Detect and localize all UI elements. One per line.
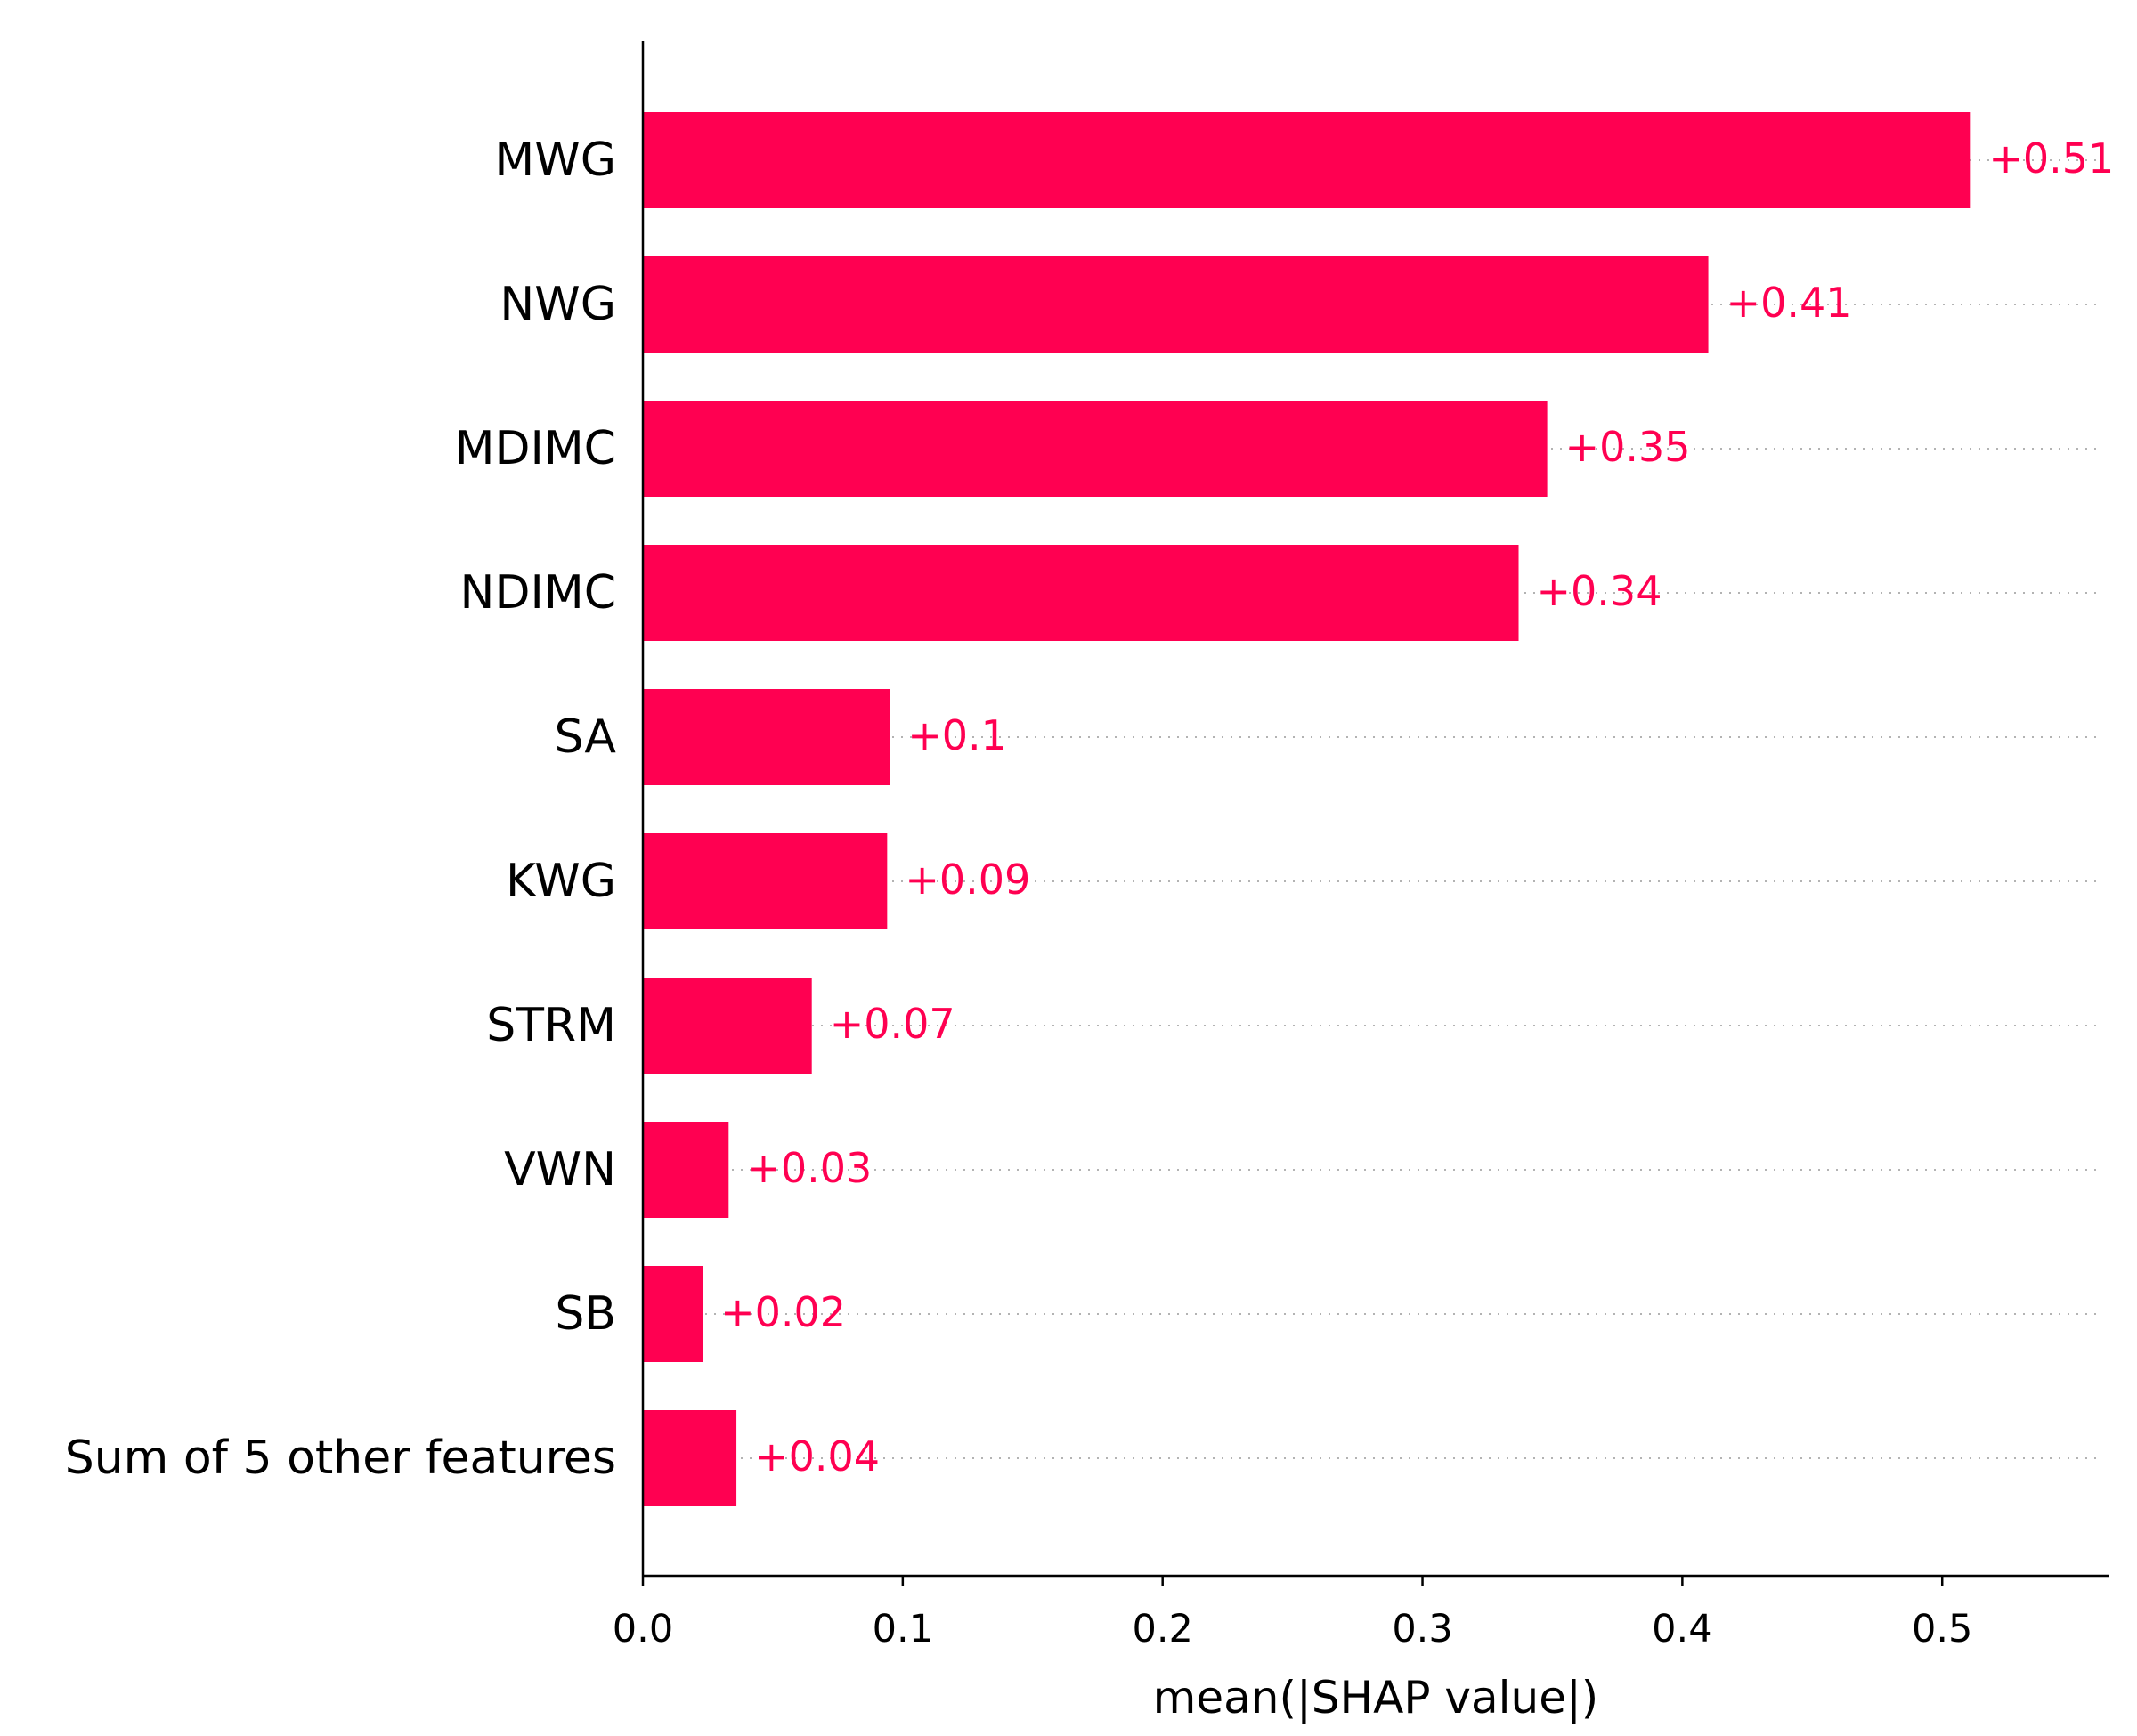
feature-label: Sum of 5 other features	[65, 1432, 616, 1485]
value-label: +0.34	[1537, 567, 1662, 615]
value-label: +0.1	[907, 711, 1007, 759]
value-label: +0.04	[754, 1432, 880, 1480]
bar	[643, 1410, 737, 1506]
feature-label: MWG	[494, 134, 616, 187]
feature-label: STRM	[486, 999, 616, 1052]
bar	[643, 833, 888, 929]
value-label: +0.07	[830, 1000, 955, 1048]
feature-label: VWN	[504, 1143, 616, 1197]
value-label: +0.02	[720, 1288, 846, 1336]
bar	[643, 1122, 729, 1218]
x-tick-label: 0.2	[1132, 1607, 1192, 1651]
x-axis-title: mean(|SHAP value|)	[1153, 1672, 1599, 1724]
bar	[643, 689, 890, 785]
bar-layer	[643, 112, 1971, 1506]
bar	[643, 545, 1519, 641]
x-tick-label: 0.3	[1392, 1607, 1452, 1651]
value-label: +0.09	[905, 856, 1030, 904]
feature-label: SB	[555, 1287, 616, 1341]
bar	[643, 1266, 703, 1362]
feature-label: MDIMC	[455, 422, 616, 475]
bar	[643, 112, 1971, 208]
value-label: +0.41	[1727, 279, 1852, 327]
feature-label: SA	[554, 710, 616, 764]
value-label: +0.03	[746, 1144, 872, 1192]
bar	[643, 401, 1548, 497]
bar	[643, 256, 1709, 353]
x-tick-label: 0.1	[873, 1607, 933, 1651]
x-tick-label: 0.0	[613, 1607, 673, 1651]
feature-label: NDIMC	[460, 566, 616, 620]
value-label: +0.51	[1988, 134, 2114, 183]
feature-label: KWG	[506, 855, 616, 908]
label-layer: MWG +0.51 NWG +0.41 MDIMC +0.35 NDIMC +0.34 SA +0…	[65, 134, 2115, 1485]
x-tick-label: 0.5	[1912, 1607, 1972, 1651]
axis-layer	[641, 41, 2109, 1578]
tick-layer: 0.0 0.1 0.2 0.3 0.4 0.5	[613, 1576, 1972, 1651]
feature-label: NWG	[500, 278, 616, 331]
grid-layer	[643, 159, 2101, 1459]
x-tick-label: 0.4	[1652, 1607, 1712, 1651]
value-label: +0.35	[1565, 423, 1691, 471]
bar	[643, 978, 812, 1074]
